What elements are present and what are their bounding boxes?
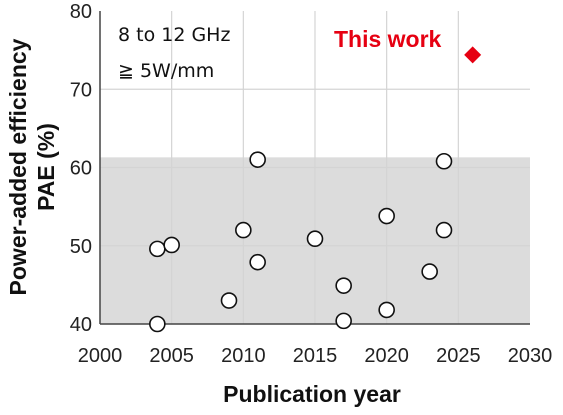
x-tick-label-2025: 2025	[436, 345, 481, 367]
data-point-0-3	[220, 292, 238, 309]
data-point-0-4	[235, 221, 252, 239]
y-tick-label-40: 40	[70, 314, 92, 336]
data-point-0-10	[378, 301, 395, 319]
data-point-0-12	[421, 263, 438, 280]
data-point-0-14	[435, 152, 453, 170]
data-point-0-6	[249, 151, 266, 168]
data-point-0-5	[249, 253, 266, 271]
this-work-point	[464, 46, 482, 64]
annotation-frequency: 8 to 12 GHz	[118, 24, 230, 46]
y-tick-label-60: 60	[70, 158, 92, 180]
data-point-0-7	[306, 230, 324, 248]
data-point-0-2	[163, 236, 180, 254]
x-tick-label-2015: 2015	[293, 345, 338, 367]
y-tick-label-80: 80	[70, 1, 92, 23]
y-axis-title-line1: Power-added efficiency	[5, 38, 31, 295]
y-axis-title-line2: PAE (%)	[33, 123, 59, 211]
tick-labels: 2000 2005 2010 2015 2020 2025 2030 40 50 60 70 80	[70, 1, 553, 367]
data-point-0-1	[149, 240, 166, 258]
data-point-0-9	[335, 277, 352, 294]
x-tick-label-2030: 2030	[508, 345, 553, 367]
x-tick-label-2010: 2010	[221, 345, 266, 367]
x-axis-title: Publication year	[223, 381, 401, 407]
data-point-0-11	[378, 207, 395, 225]
x-tick-label-2005: 2005	[149, 345, 194, 367]
x-tick-label-2000: 2000	[78, 345, 123, 367]
x-tick-label-2020: 2020	[364, 345, 409, 367]
data-point-0-0	[149, 315, 166, 333]
data-point-0-13	[435, 221, 453, 239]
data-point-0-8	[335, 312, 352, 330]
data-points	[149, 46, 482, 333]
y-tick-label-70: 70	[70, 79, 92, 101]
y-tick-label-50: 50	[70, 236, 92, 258]
axes	[99, 11, 530, 325]
this-work-label: This work	[334, 26, 442, 52]
annotation-power: ≧ 5W/mm	[118, 60, 214, 82]
